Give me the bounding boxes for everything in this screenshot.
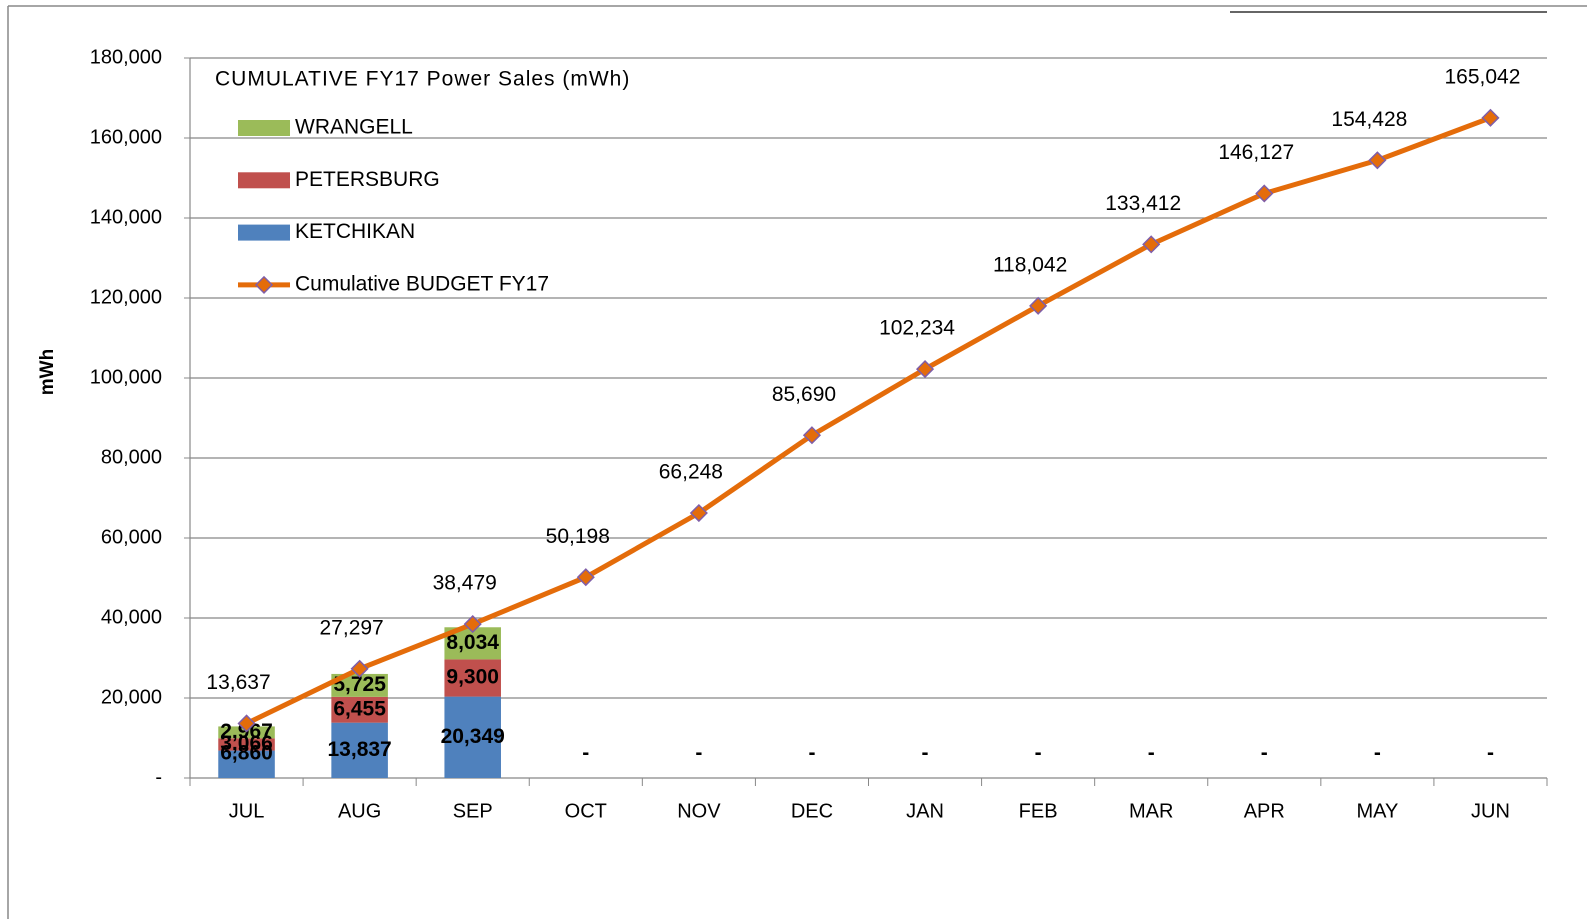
bar-value-label: 3,066 [220,732,273,755]
line-value-label: 154,428 [1331,108,1407,131]
legend-swatch [238,172,290,189]
line-value-label: 85,690 [772,383,836,406]
bar-value-label: 5,725 [333,673,386,696]
y-tick-label: 20,000 [101,686,162,708]
y-tick-label: 80,000 [101,446,162,468]
x-tick-label: DEC [791,800,833,822]
y-tick-label: 40,000 [101,606,162,628]
bar-value-label: - [1487,742,1494,765]
x-tick-label: APR [1244,800,1285,822]
bar-value-label: 8,034 [446,631,499,654]
bar-value-label: - [1374,742,1381,765]
line-value-label: 146,127 [1218,141,1294,164]
line-value-label: 66,248 [659,461,723,484]
x-tick-label: NOV [677,800,721,822]
y-tick-label: 120,000 [90,286,162,308]
x-tick-label: SEP [453,800,493,822]
line-value-label: 118,042 [993,253,1067,276]
bar-value-label: - [582,742,589,765]
bar-value-label: 20,349 [441,725,505,748]
line-marker [1255,184,1274,203]
bar-value-label: - [1148,742,1155,765]
line-value-label: 50,198 [546,525,610,548]
bar-segment [444,659,501,697]
bar-value-label: - [1035,742,1042,765]
legend-label: WRANGELL [295,116,413,139]
legend-marker [254,275,274,294]
y-tick-label: 140,000 [90,206,162,228]
line-marker [689,503,708,523]
bar-segment [331,696,388,723]
line-marker [915,360,935,379]
y-tick-label: - [155,766,162,788]
legend-label: KETCHIKAN [295,220,415,243]
bar-segment [218,750,275,778]
line-marker [1029,296,1048,315]
line-value-label: 38,479 [433,572,497,595]
bar-value-label: - [808,742,815,765]
legend-swatch [238,224,290,241]
line-marker [350,659,369,678]
bar-segment [331,722,388,778]
legend-label: PETERSBURG [295,168,440,191]
bar-value-label: 6,860 [220,742,273,765]
x-tick-label: JUN [1471,800,1510,822]
line-value-label: 13,637 [206,671,270,694]
bar-segment [444,696,501,778]
bar-segment [218,738,275,751]
line-value-label: 133,412 [1105,192,1181,215]
line-marker [1142,235,1161,254]
x-tick-label: JUL [229,800,265,822]
x-tick-label: MAR [1129,800,1173,822]
y-tick-label: 60,000 [101,526,162,548]
line-marker [463,615,482,634]
line-value-label: 165,042 [1444,65,1520,88]
bar-value-label: - [1261,742,1268,765]
bar-value-label: 13,837 [328,738,392,761]
legend-label: Cumulative BUDGET FY17 [295,272,549,295]
line-marker [237,714,256,733]
x-tick-label: FEB [1019,800,1058,822]
line-value-label: 102,234 [879,317,955,340]
bar-value-label: 6,455 [333,697,386,720]
x-tick-label: JAN [906,800,944,822]
y-tick-label: 160,000 [90,126,162,148]
line [245,115,1492,726]
y-tick-label: 180,000 [90,46,162,68]
x-tick-label: AUG [338,800,381,822]
chart-title: CUMULATIVE FY17 Power Sales (mWh) [215,68,630,91]
y-tick-label: 100,000 [90,366,162,388]
line-marker [576,568,595,587]
x-tick-label: OCT [565,800,607,822]
line-marker [802,426,822,445]
legend-swatch [238,120,290,136]
line-marker [1368,151,1387,170]
x-tick-label: MAY [1356,800,1398,822]
bar-segment [331,673,388,697]
bar-value-label: - [922,742,929,765]
bar-value-label: 9,300 [446,666,499,689]
bar-value-label: - [695,742,702,765]
line-value-label: 27,297 [320,616,384,639]
line-marker [1481,108,1500,127]
y-axis-label: mWh [37,349,58,395]
